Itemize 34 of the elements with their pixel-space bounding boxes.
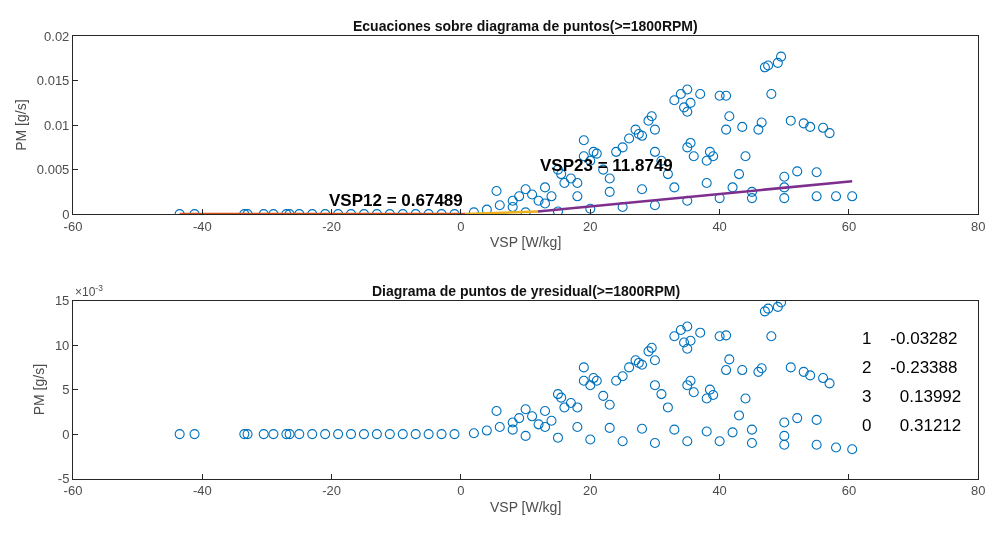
x-tick-label: -40: [192, 218, 212, 234]
x-tick-label: 20: [583, 483, 598, 499]
y-tick-label: 0.02: [44, 28, 70, 44]
y-tick-label: 0.005: [36, 162, 70, 178]
annotation: 3 0.13992: [862, 387, 962, 406]
x-tick-label: 60: [841, 218, 857, 234]
x-tick-label: -40: [192, 483, 212, 499]
y-axis-title: PM [g/s]: [13, 99, 30, 151]
y-tick-label: 0.01: [44, 117, 70, 133]
y-axis-title: PM [g/s]: [31, 363, 48, 416]
text: ×10$^{-3}$: [75, 283, 104, 300]
annotation: VSP12 = 0.67489: [329, 191, 463, 210]
chart-title: Ecuaciones sobre diagrama de puntos(>=1800RPM): [353, 18, 698, 34]
y-tick-label: 5: [62, 382, 70, 398]
x-tick-label: -20: [322, 483, 342, 499]
x-tick-label: -20: [322, 218, 342, 234]
y-tick-label: 0.015: [36, 73, 70, 89]
x-tick-label: 0: [457, 218, 465, 234]
x-tick-label: 20: [583, 218, 598, 234]
annotation: 0 0.31212: [862, 416, 962, 435]
x-tick-label: 0: [457, 483, 465, 499]
annotation: 1 -0.03282: [862, 329, 958, 348]
x-axis-title: VSP [W/kg]: [489, 234, 562, 251]
x-tick-label: 80: [971, 483, 986, 499]
x-tick-label: 80: [971, 218, 986, 234]
y-tick-label: 10: [54, 337, 70, 353]
x-axis-title: VSP [W/kg]: [489, 498, 562, 515]
x-tick-label: 40: [712, 483, 727, 499]
x-tick-label: 60: [841, 483, 857, 499]
y-tick-label: 15: [54, 293, 70, 309]
y-tick-label: 0: [62, 426, 70, 442]
chart-title: Diagrama de puntos de yresidual(>=1800RPM): [372, 283, 681, 299]
x-tick-label: 40: [712, 218, 727, 234]
annotation: 2 -0.23388: [862, 358, 958, 377]
